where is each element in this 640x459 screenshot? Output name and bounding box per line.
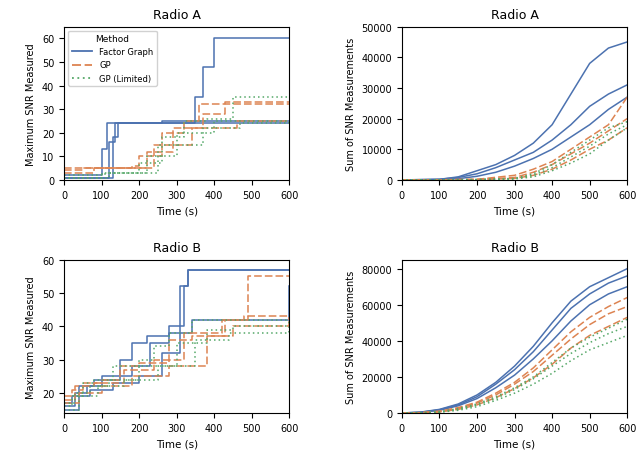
X-axis label: Time (s): Time (s): [493, 438, 536, 448]
Y-axis label: Maximum SNR Measured: Maximum SNR Measured: [26, 43, 36, 165]
Title: Radio B: Radio B: [152, 242, 201, 255]
Legend: Factor Graph, GP, GP (Limited): Factor Graph, GP, GP (Limited): [68, 32, 157, 87]
X-axis label: Time (s): Time (s): [156, 438, 198, 448]
Y-axis label: Maximum SNR Measured: Maximum SNR Measured: [26, 275, 36, 398]
Title: Radio B: Radio B: [491, 242, 539, 255]
X-axis label: Time (s): Time (s): [156, 206, 198, 216]
Y-axis label: Sum of SNR Measurements: Sum of SNR Measurements: [346, 270, 356, 403]
Y-axis label: Sum of SNR Measurements: Sum of SNR Measurements: [346, 38, 356, 171]
Title: Radio A: Radio A: [153, 9, 200, 22]
Title: Radio A: Radio A: [491, 9, 538, 22]
X-axis label: Time (s): Time (s): [493, 206, 536, 216]
